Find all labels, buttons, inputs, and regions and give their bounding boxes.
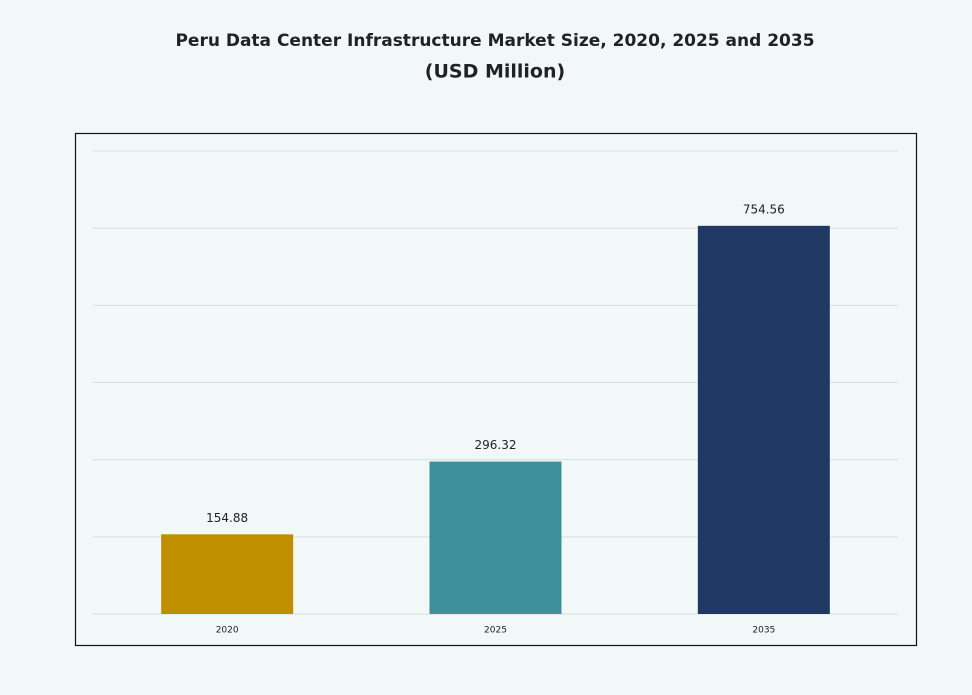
x-tick-label: 2035 — [752, 626, 775, 636]
data-label: 296.32 — [475, 438, 517, 452]
bar — [161, 534, 294, 614]
chart-subtitle: (USD Million) — [425, 61, 565, 83]
data-label: 154.88 — [206, 511, 248, 525]
bar — [429, 461, 562, 614]
chart-title: Peru Data Center Infrastructure Market S… — [175, 31, 814, 51]
x-tick-label: 2020 — [216, 626, 239, 636]
x-tick-label: 2025 — [484, 626, 507, 636]
data-label: 754.56 — [743, 202, 785, 216]
bar — [697, 225, 830, 614]
